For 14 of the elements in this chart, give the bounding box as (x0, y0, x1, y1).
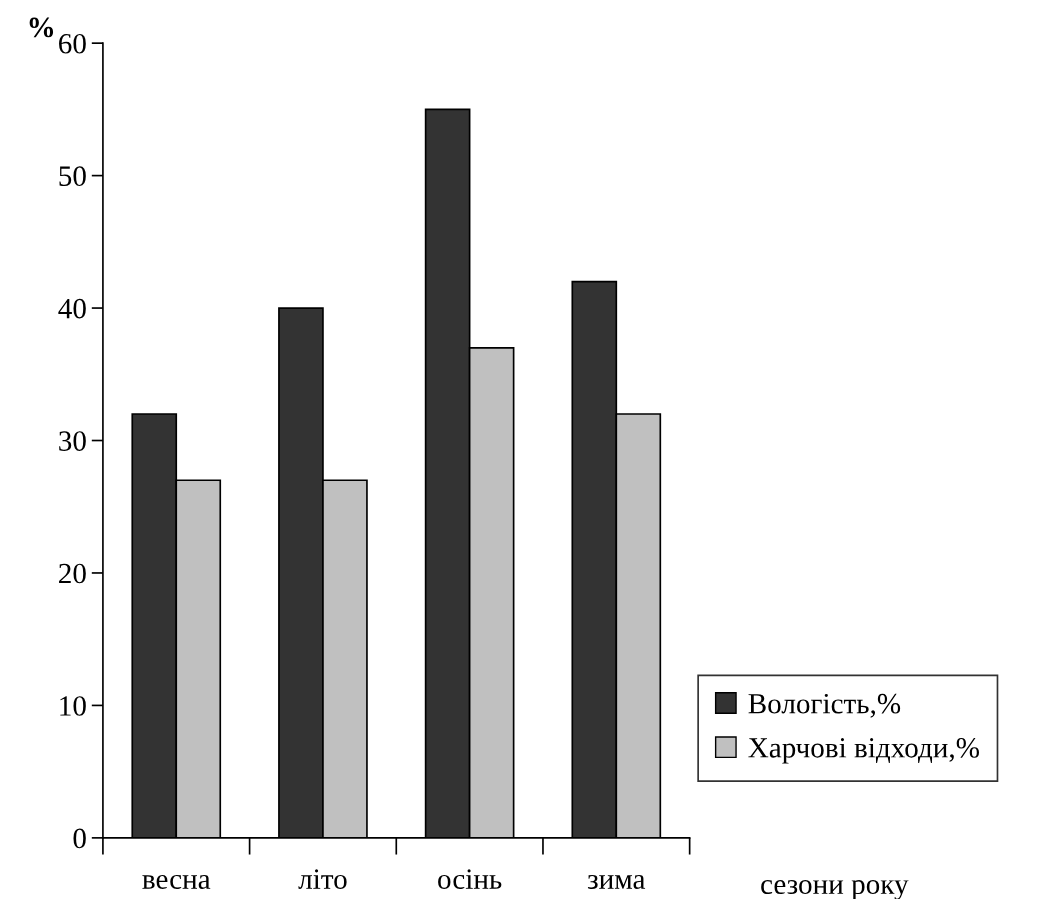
y-axis-title: % (29, 17, 54, 38)
y-tick-label: 60 (59, 33, 86, 54)
x-tick-label: літо (298, 869, 347, 889)
legend-label: Харчові відходи,% (748, 737, 979, 764)
y-tick-label: 50 (59, 166, 86, 187)
y-tick-label: 30 (59, 431, 86, 451)
y-tick-label: 40 (58, 298, 86, 319)
legend-label: Вологість,% (748, 693, 901, 718)
x-tick-label: зима (587, 874, 646, 889)
x-tick-label: весна (142, 874, 211, 889)
y-tick-label: 0 (73, 828, 86, 849)
y-tick-label: 10 (60, 696, 86, 716)
x-tick-label: осінь (438, 869, 502, 889)
y-tick-label: 20 (59, 563, 86, 584)
